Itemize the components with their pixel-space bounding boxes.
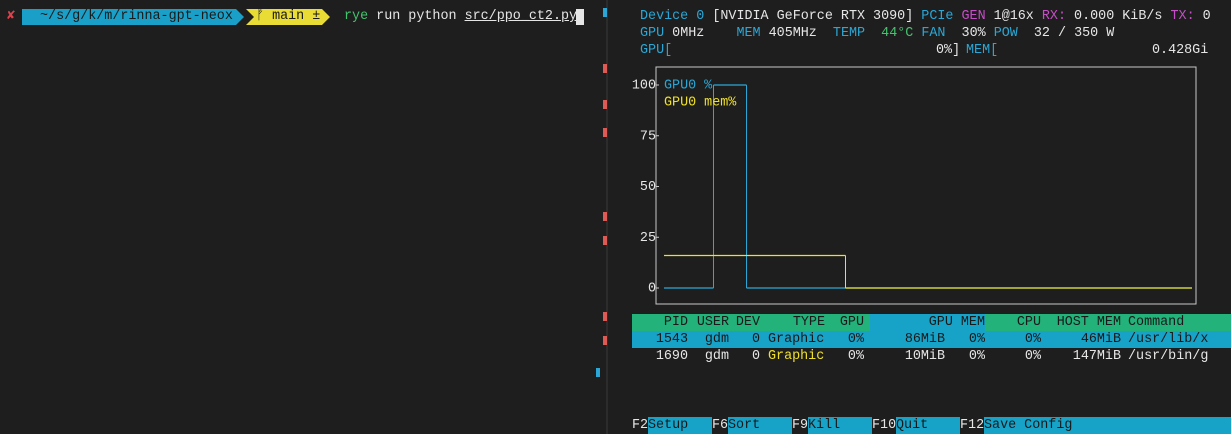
label: TEMP: [832, 26, 866, 41]
y-tick-label: 50: [640, 180, 656, 195]
gpu-bar-value: 0%]: [936, 43, 961, 58]
label: PCIe: [921, 9, 954, 24]
value: 30%: [961, 26, 986, 41]
column-header: Command: [1128, 315, 1185, 330]
table-cell: /usr/bin/g: [1128, 349, 1209, 364]
marker: [603, 64, 607, 73]
column-header: PID: [663, 315, 688, 330]
column-header: USER: [696, 315, 729, 330]
table-cell: 0%: [1024, 332, 1041, 347]
marker: [596, 368, 600, 377]
marker: [603, 212, 607, 221]
command-args: run python: [376, 9, 457, 24]
value: 1@16x: [993, 9, 1034, 24]
value: 0.000 KiB/s: [1074, 9, 1163, 24]
table-cell: 147MiB: [1072, 349, 1121, 364]
y-tick-label: 0: [648, 282, 656, 297]
function-label[interactable]: Kill: [808, 417, 872, 434]
header-bg: [985, 314, 1231, 331]
table-cell: 0: [751, 332, 760, 347]
function-label[interactable]: Setup: [648, 417, 712, 434]
command-program: rye: [344, 9, 369, 24]
prompt-path: ~/s/g/k/m/rinna-gpt-neox: [40, 9, 233, 24]
mem-bar-label: MEM[: [966, 43, 999, 58]
table-cell: 1543: [655, 332, 688, 347]
table-cell: 0%: [968, 332, 985, 347]
function-key: F9: [792, 418, 809, 433]
table-cell: 0%: [847, 332, 864, 347]
label: FAN: [921, 26, 946, 41]
device-line: Device 0 [NVIDIA GeForce RTX 3090] PCIe …: [640, 8, 1211, 25]
table-cell: gdm: [704, 349, 729, 364]
table-cell: 0%: [968, 349, 985, 364]
table-cell: 1690: [655, 349, 688, 364]
table-cell: 46MiB: [1080, 332, 1121, 347]
column-header: GPU MEM: [928, 315, 985, 330]
legend-entry: GPU0 mem%: [664, 96, 737, 111]
label: TX:: [1170, 9, 1195, 24]
prompt-branch: ᚠ main ±: [256, 9, 321, 24]
marker: [603, 312, 607, 321]
table-cell: 0%: [847, 349, 864, 364]
value: 405MHz: [768, 26, 817, 41]
column-header: HOST MEM: [1056, 315, 1121, 330]
label: Device 0: [640, 9, 705, 24]
command-file: src/ppo_ct2.py: [464, 9, 578, 24]
table-cell: 86MiB: [904, 332, 945, 347]
value: 44°C: [881, 26, 914, 41]
chart-frame: [655, 66, 1197, 305]
branch-segment: [246, 9, 330, 25]
label: GEN: [961, 9, 986, 24]
function-label[interactable]: Sort: [728, 417, 792, 434]
marker: [603, 8, 607, 17]
function-key: F6: [712, 418, 729, 433]
table-cell: Graphic: [768, 332, 825, 347]
command-line: rye run python src/ppo_ct2.py: [344, 8, 577, 25]
column-header: GPU: [839, 315, 864, 330]
function-key: F2: [632, 418, 649, 433]
marker: [603, 128, 607, 137]
label: POW: [993, 26, 1018, 41]
function-label[interactable]: Quit: [896, 417, 960, 434]
gpu-bar-label: GPU[: [640, 43, 673, 58]
status-icon: ✘: [7, 9, 16, 24]
cursor: [576, 9, 584, 25]
value: 0MHz: [672, 26, 705, 41]
marker: [603, 100, 607, 109]
column-header: CPU: [1016, 315, 1041, 330]
clock-line: GPU 0MHz MEM 405MHz TEMP 44°C FAN 30% PO…: [640, 25, 1114, 42]
y-tick-label: 75: [640, 129, 656, 144]
path-segment: [22, 9, 244, 25]
column-header: DEV: [735, 315, 760, 330]
mem-bar-value: 0.428Gi: [1152, 43, 1209, 58]
header-sorted-bg: [870, 314, 985, 331]
y-tick-label: 100: [632, 79, 656, 94]
table-cell: 0%: [1024, 349, 1041, 364]
function-key: F10: [872, 418, 897, 433]
table-cell: /usr/lib/x: [1128, 332, 1209, 347]
column-header: TYPE: [792, 315, 825, 330]
y-tick-label: 25: [640, 231, 656, 246]
label: GPU: [640, 26, 665, 41]
function-label[interactable]: Save Config: [984, 417, 1231, 434]
table-cell: 10MiB: [904, 349, 945, 364]
legend-entry: GPU0 %: [664, 79, 713, 94]
value: 0: [1202, 9, 1211, 24]
table-cell: 0: [751, 349, 760, 364]
table-cell: gdm: [704, 332, 729, 347]
selected-row-bg: [632, 331, 1231, 348]
marker: [603, 336, 607, 345]
label: RX:: [1041, 9, 1066, 24]
table-cell: Graphic: [768, 349, 825, 364]
value: 32 / 350 W: [1033, 26, 1115, 41]
value: [NVIDIA GeForce RTX 3090]: [712, 9, 914, 24]
function-key: F12: [960, 418, 985, 433]
header-bg: [632, 314, 870, 331]
marker: [603, 236, 607, 245]
label: MEM: [736, 26, 761, 41]
